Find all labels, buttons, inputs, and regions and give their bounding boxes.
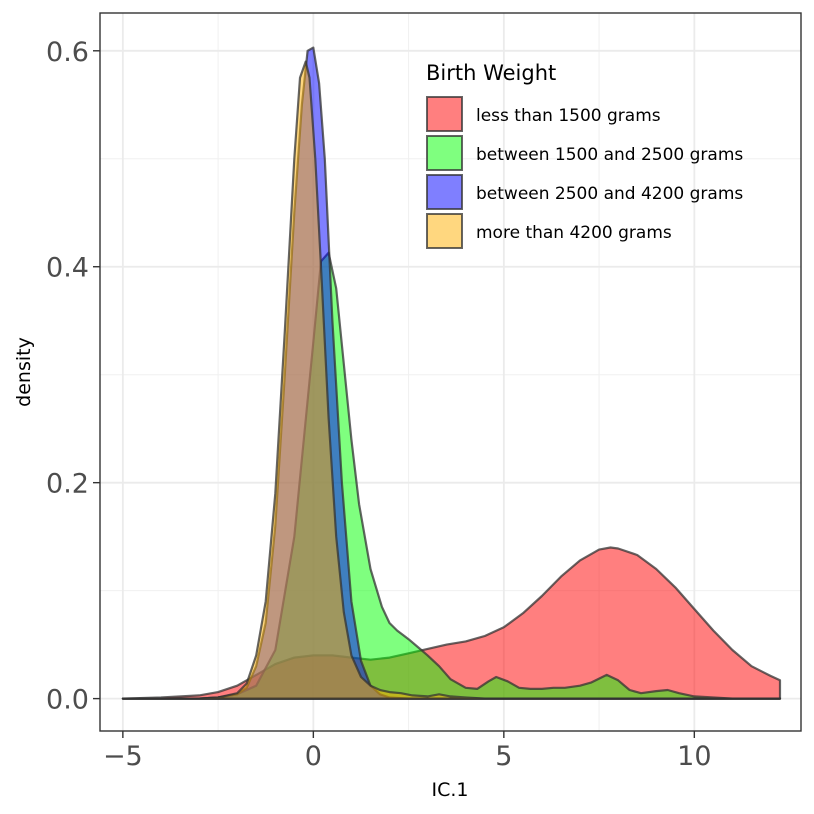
x-tick-label: −5 [103,741,143,772]
legend-label: more than 4200 grams [476,223,672,243]
x-tick-label: 10 [677,741,711,772]
y-tick-label: 0.4 [46,253,89,284]
legend-title: Birth Weight [426,61,556,85]
x-tick-label: 5 [495,741,512,772]
legend-key-swatch [426,174,463,210]
x-axis: −5 0 5 10 [103,731,712,772]
y-tick-label: 0.2 [46,469,89,500]
series-layer [121,46,782,700]
x-tick-label: 0 [305,741,322,772]
y-tick-label: 0.6 [46,37,89,68]
panel-border [99,12,802,732]
legend: Birth Weight less than 1500 grams between… [426,61,743,249]
density-area-4 [121,60,782,700]
legend-items: less than 1500 grams between 1500 and 250… [426,96,743,249]
plot-panel [99,12,802,732]
legend-label: between 2500 and 4200 grams [476,184,743,204]
legend-key-swatch [426,135,463,171]
y-axis-title: density [13,337,35,407]
legend-label: less than 1500 grams [476,106,661,126]
x-axis-title: IC.1 [432,779,469,801]
legend-key-swatch [426,213,463,249]
legend-label: between 1500 and 2500 grams [476,145,743,165]
y-tick-label: 0.0 [46,685,89,716]
y-axis: 0.0 0.2 0.4 0.6 [46,37,100,716]
legend-key-swatch [426,96,463,132]
